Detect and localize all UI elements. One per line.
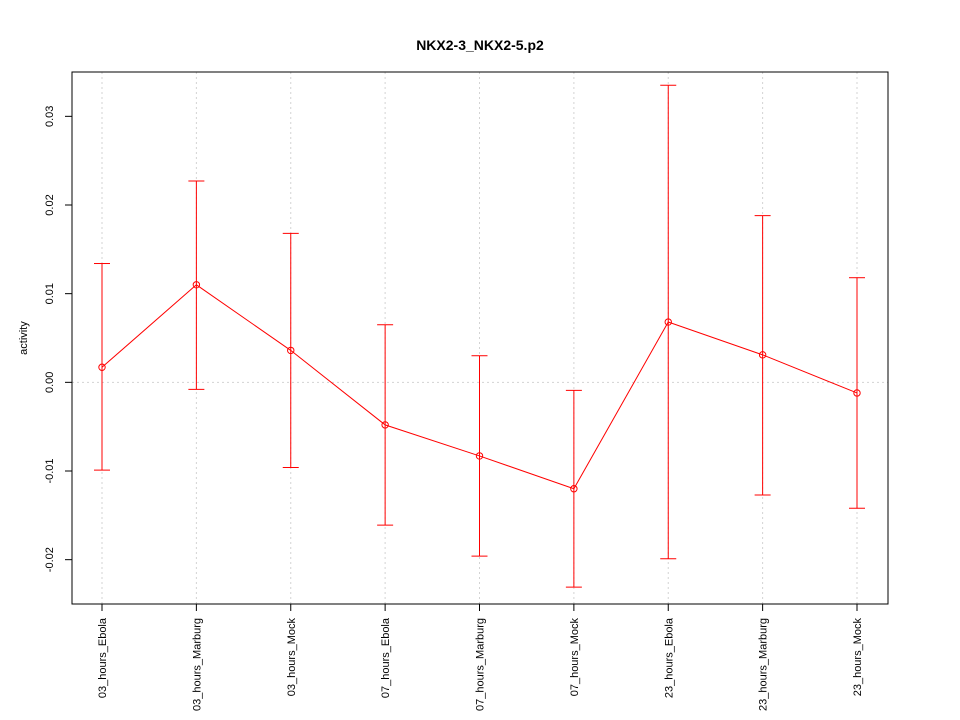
y-tick-label: 0.02 <box>44 194 56 215</box>
data-point <box>664 318 672 326</box>
y-tick-label: 0.00 <box>44 372 56 393</box>
data-point <box>287 346 295 355</box>
x-tick-label: 07_hours_Ebola <box>380 617 392 698</box>
x-tick-label: 07_hours_Marburg <box>475 618 487 711</box>
data-point <box>475 452 484 460</box>
series <box>94 84 865 588</box>
series-line <box>101 284 858 490</box>
x-tick-label: 23_hours_Mock <box>852 618 864 697</box>
y-tick-label: 0.01 <box>44 283 56 304</box>
x-axis: 03_hours_Ebola 03_hours_Marburg 03_hours_M… <box>97 604 864 711</box>
y-tick-label: 0.03 <box>44 106 56 127</box>
data-point <box>98 363 106 371</box>
y-axis: -0.02 -0.01 0.00 0.01 0.02 0.03 <box>44 106 72 572</box>
chart-title: NKX2-3_NKX2-5.p2 <box>416 37 544 53</box>
data-point <box>853 389 861 397</box>
data-point <box>570 485 578 493</box>
x-tick-label: 07_hours_Mock <box>569 618 581 697</box>
x-tick-label: 23_hours_Ebola <box>663 617 675 698</box>
x-tick-label: 03_hours_Mock <box>286 618 298 697</box>
data-point <box>381 421 389 429</box>
y-axis-title: activity <box>18 321 30 355</box>
data-point <box>758 351 767 359</box>
x-tick-label: 03_hours_Marburg <box>191 618 203 711</box>
y-tick-label: -0.02 <box>44 547 56 572</box>
data-point <box>192 281 201 289</box>
y-tick-label: -0.01 <box>44 458 56 483</box>
x-tick-label: 03_hours_Ebola <box>97 617 109 698</box>
x-tick-label: 23_hours_Marburg <box>758 618 770 711</box>
